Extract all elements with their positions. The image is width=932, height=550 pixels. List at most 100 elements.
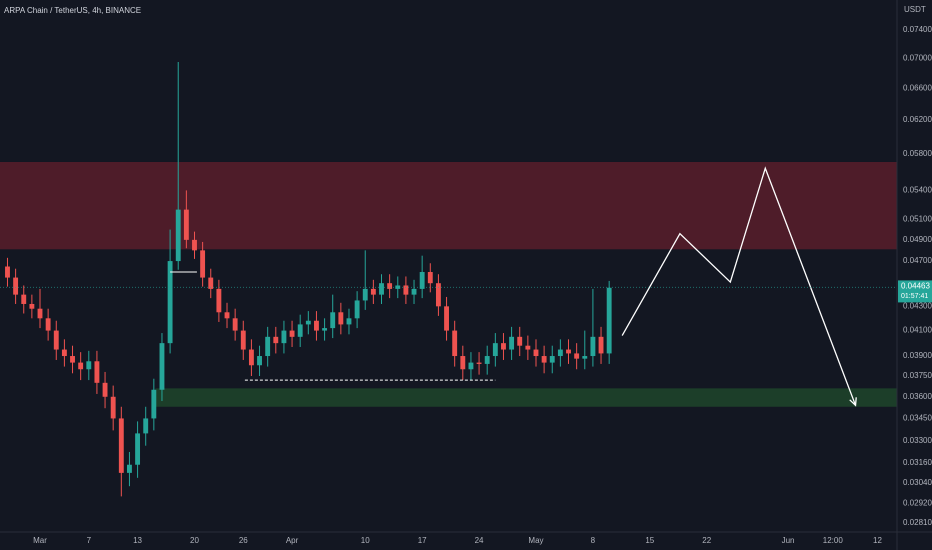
candle-body [167, 261, 173, 344]
candle-body [127, 464, 132, 473]
y-tick-label: 0.03900 [903, 351, 932, 360]
candle-body [598, 336, 604, 354]
y-tick-label: 0.04700 [903, 256, 932, 265]
plot [0, 61, 897, 497]
last-price-label: 0.04463 [901, 282, 930, 291]
x-tick-label: 8 [591, 536, 596, 545]
y-tick-label: 0.04900 [903, 235, 932, 244]
candle-body [395, 285, 401, 289]
candle-body [192, 239, 197, 251]
candle-body [419, 272, 425, 289]
candle-body [517, 336, 523, 346]
x-tick-label: 12:00 [823, 536, 844, 545]
candle-body [362, 288, 368, 301]
candle-body [484, 356, 490, 364]
candle-body [289, 330, 295, 337]
x-tick-label: 24 [475, 536, 484, 545]
y-tick-label: 0.05100 [903, 215, 932, 224]
candle-body [208, 277, 214, 289]
candle-body [549, 356, 555, 363]
candle-body [435, 283, 441, 307]
candle-body [346, 318, 352, 325]
candle-body [224, 312, 230, 319]
y-tick-label: 0.03160 [903, 458, 932, 467]
x-tick-label: 7 [87, 536, 92, 545]
candle-body [135, 433, 141, 465]
candle-body [444, 306, 449, 331]
arrow-head [849, 397, 857, 407]
x-tick-label: Apr [286, 536, 299, 545]
candle-body [78, 362, 84, 370]
candle-body [509, 336, 515, 350]
candle-body [183, 209, 189, 240]
y-tick-label: 0.06200 [903, 115, 932, 124]
y-tick-label: 0.07400 [903, 25, 932, 34]
candle-body [533, 349, 539, 357]
candle-body [240, 330, 246, 350]
candle-body [379, 283, 384, 295]
candle-body [305, 320, 311, 325]
candle-body [175, 209, 181, 262]
candle-body [273, 336, 279, 344]
candle-body [61, 349, 67, 357]
projection-path [621, 166, 857, 406]
y-tick-label: 0.03040 [903, 478, 932, 487]
x-tick-label: 22 [702, 536, 711, 545]
candle-body [322, 328, 328, 331]
x-tick-label: 15 [645, 536, 654, 545]
candle-body [94, 361, 100, 383]
x-tick-label: Jun [782, 536, 795, 545]
candle-body [118, 418, 124, 473]
candle-body [314, 320, 319, 331]
candle-body [37, 308, 43, 319]
candle-body [232, 318, 238, 331]
candle-body [330, 312, 336, 329]
zone [0, 161, 897, 250]
y-tick-label: 0.02810 [903, 518, 932, 527]
candle-body [45, 318, 51, 331]
y-tick-label: 0.07000 [903, 53, 932, 62]
last-price-box [898, 280, 932, 303]
candle-body [281, 330, 287, 344]
candle-body [557, 349, 563, 357]
candle-body [525, 345, 531, 350]
y-tick-label: 0.03600 [903, 392, 932, 401]
x-tick-label: May [528, 536, 543, 545]
candle-body [566, 349, 571, 354]
countdown-label: 01:57:41 [901, 293, 928, 300]
candle-body [257, 356, 262, 366]
x-tick-label: 13 [133, 536, 142, 545]
y-tick-label: 0.02920 [903, 498, 932, 507]
x-tick-label: 17 [418, 536, 427, 545]
candle-body [403, 285, 409, 295]
x-tick-label: 10 [361, 536, 370, 545]
candle-body [265, 336, 271, 357]
candle-body [574, 353, 580, 359]
time-axis [0, 532, 932, 550]
candle-body [5, 266, 10, 278]
y-tick-label: 0.05400 [903, 186, 932, 195]
candle-body [86, 361, 92, 370]
y-tick-label: 0.04100 [903, 326, 932, 335]
unit-label: USDT [904, 5, 926, 14]
y-tick-label: 0.03450 [903, 414, 932, 423]
candle-body [501, 343, 506, 350]
candle-body [411, 288, 417, 295]
price-axis [897, 0, 932, 550]
candle-body [143, 418, 149, 434]
candle-body [53, 330, 59, 350]
candle-body [606, 287, 612, 354]
candle-body [582, 356, 588, 359]
y-tick-label: 0.04300 [903, 301, 932, 310]
zone [155, 388, 897, 407]
candle-body [200, 250, 206, 278]
x-tick-label: 12 [873, 536, 882, 545]
x-tick-label: 20 [190, 536, 199, 545]
candle-body [452, 330, 458, 357]
candle-body [110, 396, 116, 419]
axes: 0.07400 0.07000 0.06600 0.06200 0.05800 0.054… [0, 25, 932, 545]
candle-body [29, 303, 35, 309]
candle-body [460, 356, 466, 370]
